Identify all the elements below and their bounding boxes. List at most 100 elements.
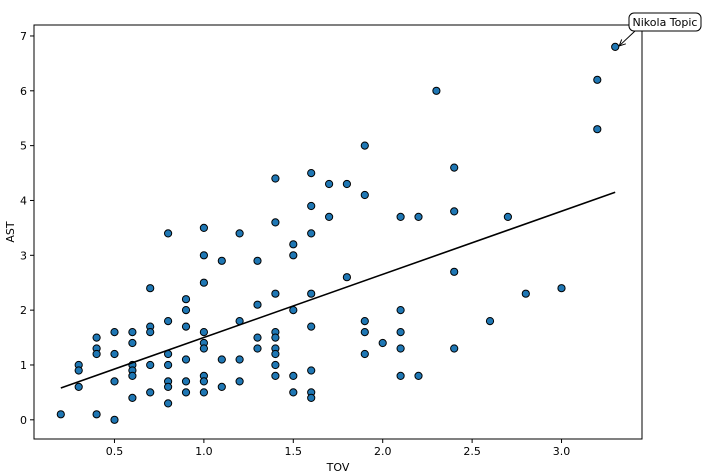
data-point [342, 179, 351, 189]
x-tick-label: 2.5 [463, 445, 481, 458]
data-point [307, 169, 316, 178]
data-point [396, 306, 405, 315]
data-point [396, 212, 405, 221]
x-tick-label: 0.5 [106, 445, 124, 458]
data-point [146, 328, 155, 337]
y-tick-label: 7 [20, 30, 27, 43]
y-axis-label: AST [4, 221, 17, 243]
data-point [74, 382, 83, 391]
data-point [360, 317, 369, 326]
y-tick-label: 5 [20, 140, 27, 153]
data-point [199, 388, 208, 397]
data-point [146, 388, 155, 397]
data-point [181, 306, 191, 315]
data-point [396, 328, 405, 337]
data-point [235, 355, 244, 364]
data-point [289, 388, 298, 397]
data-point [289, 251, 298, 260]
data-point [485, 317, 495, 326]
data-point [271, 371, 280, 380]
plot-area-frame [33, 24, 643, 440]
data-point [271, 333, 280, 342]
annotation-arrow [618, 30, 636, 47]
data-point [593, 75, 602, 84]
data-point [56, 410, 65, 419]
data-point [253, 333, 262, 342]
data-point [253, 256, 262, 265]
data-point [432, 86, 441, 95]
data-point [450, 344, 459, 353]
data-point [199, 251, 208, 260]
data-point [181, 355, 191, 364]
x-axis-label: TOV [326, 461, 350, 474]
data-point [593, 125, 602, 134]
data-point [360, 190, 369, 200]
data-point [342, 273, 351, 282]
data-point [164, 317, 173, 326]
x-tick-label: 1.5 [285, 445, 303, 458]
data-point [360, 141, 369, 150]
data-point [110, 377, 119, 386]
data-point [503, 212, 512, 221]
data-point [396, 344, 405, 353]
y-axis-ticks: 0 1 2 3 4 5 6 7 [20, 30, 34, 427]
x-tick-label: 3.0 [553, 445, 571, 458]
y-tick-label: 2 [20, 304, 27, 317]
data-point [128, 371, 137, 380]
data-point [217, 382, 226, 391]
data-point [271, 360, 280, 370]
data-point [92, 333, 101, 342]
data-points [56, 42, 620, 424]
data-point [396, 371, 405, 380]
data-point [92, 410, 101, 419]
regression-line-group [60, 191, 616, 389]
annotation-label: Nikola Topic [633, 16, 698, 29]
data-point [164, 382, 173, 391]
x-axis-ticks: 0.5 1.0 1.5 2.0 2.5 3.0 [106, 439, 571, 458]
data-point [181, 388, 191, 397]
data-point [128, 393, 137, 402]
data-point [271, 289, 280, 298]
data-point [217, 256, 226, 265]
y-tick-label: 3 [20, 249, 27, 262]
y-tick-label: 0 [20, 414, 27, 427]
data-point [611, 42, 620, 52]
regression-line [60, 191, 616, 389]
data-point [199, 344, 208, 353]
data-point [110, 328, 119, 337]
data-point [360, 349, 369, 359]
data-point [360, 328, 369, 337]
y-tick-label: 1 [20, 359, 27, 372]
data-point [164, 360, 173, 370]
data-point [307, 289, 316, 298]
data-point [557, 284, 566, 293]
data-point [271, 218, 280, 227]
data-point [235, 377, 244, 386]
data-point [181, 295, 191, 304]
data-point [414, 371, 423, 380]
data-point [325, 212, 334, 221]
data-point [199, 328, 208, 337]
data-point [181, 322, 191, 331]
data-point [74, 366, 83, 375]
data-point [271, 349, 280, 359]
annotations: Nikola Topic [618, 12, 702, 47]
data-point [307, 322, 316, 331]
data-point [307, 393, 316, 402]
data-point [164, 399, 173, 408]
data-point [307, 229, 316, 238]
data-point [217, 355, 226, 364]
data-point [110, 415, 119, 424]
data-point [199, 223, 208, 232]
y-tick-label: 4 [20, 194, 27, 207]
data-point [378, 338, 387, 348]
data-point [146, 284, 155, 293]
data-point [146, 360, 155, 370]
annotation-box [628, 12, 702, 32]
data-point [164, 229, 173, 238]
data-point [521, 289, 530, 298]
data-point [450, 207, 459, 216]
data-point [450, 163, 459, 172]
data-point [92, 349, 101, 359]
